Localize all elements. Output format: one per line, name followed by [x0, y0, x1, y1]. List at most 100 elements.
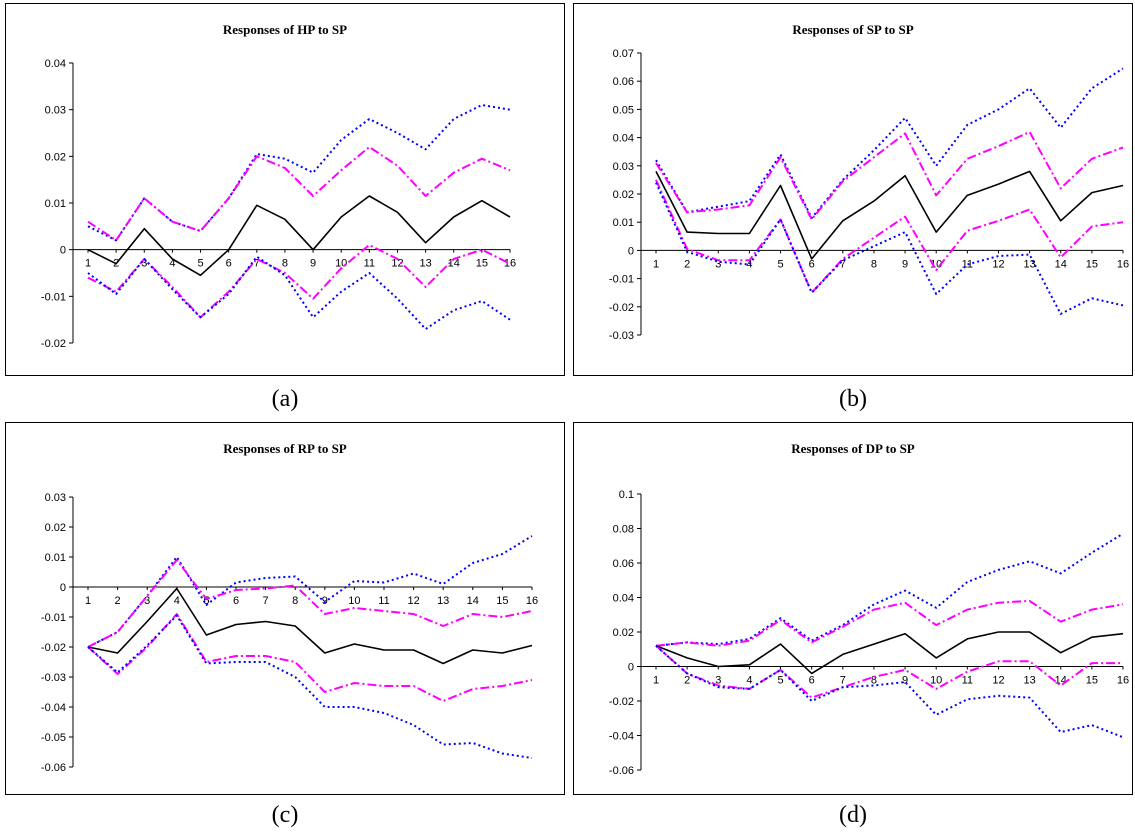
y-tick-label: -0.06 [41, 762, 66, 774]
x-tick-label: 13 [1023, 258, 1035, 270]
y-tick-label: -0.03 [609, 330, 634, 342]
y-tick-label: 0.01 [45, 198, 66, 210]
x-tick-label: 6 [226, 258, 232, 270]
series-line-inner-upper [87, 146, 511, 242]
series-line-outer-lower [87, 255, 511, 330]
series-line-outer-lower [87, 614, 533, 759]
x-tick-label: 1 [85, 258, 91, 270]
y-tick-label: 0.03 [613, 161, 634, 173]
chart-panel-d: Responses of DP to SP 0.1 0.08 0.06 0.04 0.02… [573, 422, 1133, 837]
x-tick-label: 16 [1117, 258, 1129, 270]
x-tick-label: 10 [930, 675, 942, 687]
series-line-inner-upper [87, 559, 533, 648]
x-tick-label: 11 [364, 258, 375, 270]
x-tick-label: 16 [526, 595, 538, 607]
x-tick-label: 7 [263, 595, 269, 607]
chart-frame [5, 3, 565, 376]
x-tick-label: 4 [169, 258, 175, 270]
x-tick-label: 4 [746, 675, 752, 687]
chart-title: Responses of DP to SP [791, 441, 915, 456]
y-tick-label: 0.1 [619, 489, 634, 501]
chart-b-svg: Responses of SP to SP 0.07 0.06 0.05 0.04 0.0… [573, 3, 1133, 376]
x-tick-label: 11 [378, 595, 389, 607]
y-tick-label: 0.03 [45, 492, 66, 504]
x-tick-label: 7 [840, 675, 846, 687]
y-tick-label: -0.02 [609, 696, 634, 708]
x-tick-label: 1 [653, 258, 659, 270]
x-tick-label: 9 [902, 258, 908, 270]
x-tick-label: 15 [476, 258, 488, 270]
series-line-outer-lower [655, 182, 1124, 315]
y-tick-label: -0.01 [609, 274, 634, 286]
x-tick-label: 6 [809, 675, 815, 687]
chart-panel-c: Responses of RP to SP 0.03 0.02 0.01 0 -0.01 -… [5, 422, 565, 837]
x-tick-label: 14 [467, 595, 479, 607]
series-line-irf [87, 195, 511, 277]
y-tick-label: 0 [628, 662, 634, 674]
series-line-outer-upper [655, 67, 1124, 219]
x-tick-label: 3 [141, 258, 147, 270]
series-line-irf [655, 170, 1124, 260]
x-tick-label: 3 [715, 258, 721, 270]
y-tick-label: -0.04 [41, 702, 66, 714]
x-tick-label: 6 [809, 258, 815, 270]
y-tick-label: 0.02 [613, 189, 634, 201]
chart-frame [573, 3, 1133, 376]
x-tick-label: 6 [233, 595, 239, 607]
chart-frame [5, 422, 565, 795]
x-tick-label: 9 [902, 675, 908, 687]
y-tick-label: 0.04 [613, 593, 634, 605]
x-tick-label: 13 [437, 595, 449, 607]
x-tick-label: 11 [962, 258, 973, 270]
series-line-inner-upper [655, 131, 1124, 221]
x-tick-label: 14 [1055, 258, 1067, 270]
y-tick-label: -0.02 [41, 338, 66, 350]
x-tick-label: 4 [174, 595, 180, 607]
y-tick-label: -0.06 [609, 765, 634, 777]
x-tick-label: 2 [115, 595, 121, 607]
caption-d: (d) [839, 802, 867, 828]
x-tick-label: 3 [144, 595, 150, 607]
x-tick-label: 14 [1055, 675, 1067, 687]
caption-a: (a) [271, 386, 299, 412]
x-tick-label: 9 [310, 258, 316, 270]
chart-a-svg: Responses of HP to SP 0.04 0.03 0.02 0.01 0 -0… [5, 3, 565, 376]
y-tick-label: 0.02 [613, 627, 634, 639]
x-tick-label: 7 [254, 258, 260, 270]
x-tick-label: 8 [292, 595, 298, 607]
y-tick-label: -0.04 [609, 731, 634, 743]
y-tick-label: 0 [628, 245, 634, 257]
chart-title: Responses of HP to SP [223, 22, 347, 37]
y-tick-label: -0.03 [41, 672, 66, 684]
x-tick-label: 11 [962, 675, 973, 687]
caption-c: (c) [271, 802, 299, 828]
x-tick-label: 13 [419, 258, 431, 270]
y-tick-label: 0.02 [45, 151, 66, 163]
x-tick-label: 8 [871, 675, 877, 687]
series-line-inner-upper [655, 599, 1124, 647]
chart-title: Responses of SP to SP [792, 22, 913, 37]
x-tick-label: 12 [992, 675, 1004, 687]
x-tick-label: 10 [348, 595, 360, 607]
x-tick-label: 10 [335, 258, 347, 270]
y-tick-label: 0.03 [45, 105, 66, 117]
chart-c-svg: Responses of RP to SP 0.03 0.02 0.01 0 -0.01 -… [5, 422, 565, 795]
y-tick-label: 0 [60, 582, 66, 594]
x-tick-label: 15 [1086, 258, 1098, 270]
x-tick-label: 8 [871, 258, 877, 270]
y-tick-label: -0.05 [41, 732, 66, 744]
y-tick-label: -0.01 [41, 291, 66, 303]
x-tick-label: 1 [85, 595, 91, 607]
y-tick-label: -0.02 [41, 642, 66, 654]
y-tick-label: 0 [60, 245, 66, 257]
series-line-inner-lower [655, 179, 1124, 294]
y-tick-label: 0.02 [45, 522, 66, 534]
x-tick-label: 3 [715, 675, 721, 687]
y-tick-label: 0.07 [613, 48, 634, 60]
x-tick-label: 5 [203, 595, 209, 607]
y-tick-label: 0.01 [613, 217, 634, 229]
y-tick-label: 0.06 [613, 76, 634, 88]
x-tick-label: 14 [448, 258, 460, 270]
y-tick-label: 0.08 [613, 524, 634, 536]
x-tick-label: 13 [1023, 675, 1035, 687]
